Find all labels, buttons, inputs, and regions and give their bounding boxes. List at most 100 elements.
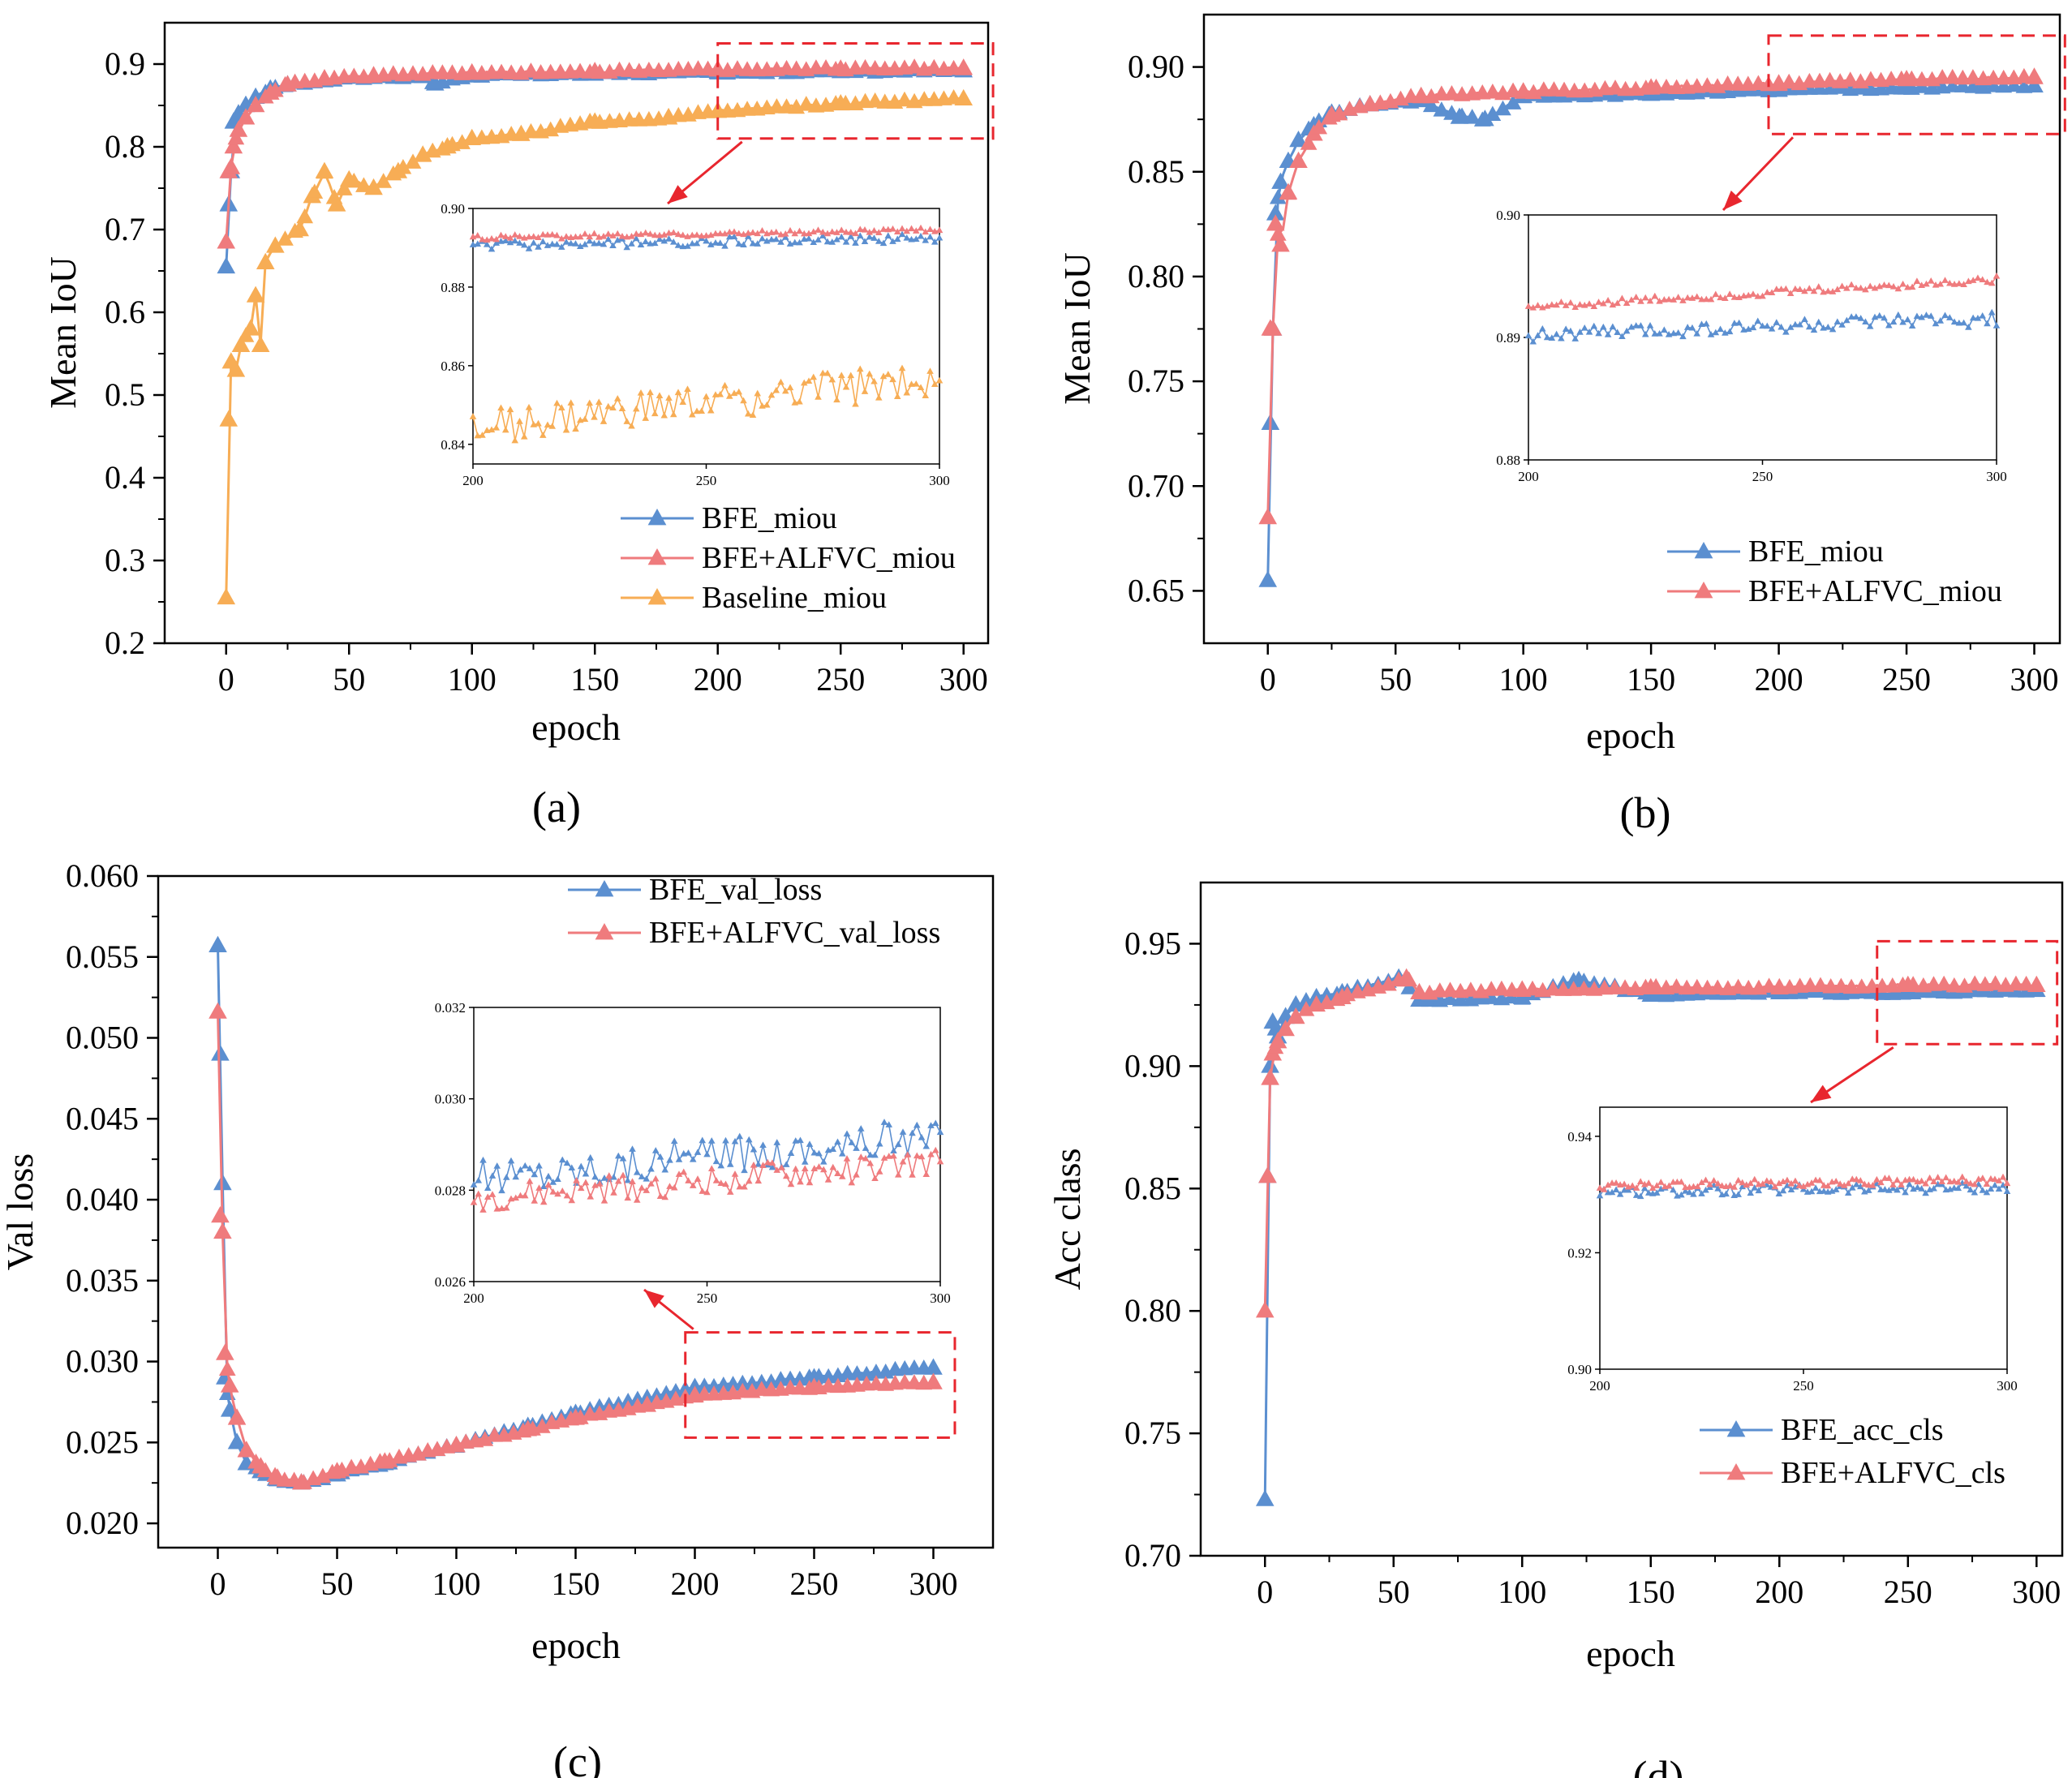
inset-data-marker	[699, 1136, 707, 1144]
inset-data-marker	[1666, 1182, 1673, 1189]
data-point-marker	[211, 1205, 230, 1223]
inset-data-marker	[861, 388, 869, 394]
inset-data-marker	[842, 383, 850, 390]
inset-data-marker	[1612, 1186, 1620, 1193]
inset-data-marker	[866, 228, 874, 235]
data-point-marker	[316, 69, 333, 84]
data-point-marker	[227, 361, 245, 376]
inset-data-marker	[768, 1163, 776, 1170]
inset-data-marker	[1833, 286, 1842, 293]
inset-data-marker	[567, 234, 575, 240]
inset-data-marker	[875, 229, 883, 235]
inset-data-marker	[1954, 1184, 1962, 1192]
inset-data-marker	[638, 1184, 646, 1191]
inset-data-marker	[712, 1177, 720, 1183]
inset-data-marker	[1604, 296, 1612, 303]
inset-data-marker	[1999, 1173, 2007, 1180]
data-point-marker	[1933, 69, 1951, 84]
zoom-region-box	[716, 42, 995, 140]
legend-marker	[647, 548, 667, 565]
inset-data-marker	[1678, 1178, 1685, 1185]
inset-data-marker	[628, 232, 635, 239]
inset-series-bfe-alfvc-miou	[469, 224, 944, 243]
inset-data-marker	[847, 371, 855, 379]
zoom-arrow-head	[1723, 190, 1743, 210]
inset-series-bfe-alfvc-cls	[1596, 1173, 2011, 1192]
inset-data-marker	[1749, 324, 1757, 331]
inset-data-marker	[1730, 294, 1739, 300]
inset-data-marker	[493, 1205, 501, 1212]
inset-data-marker	[1718, 1182, 1726, 1189]
inset-data-marker	[824, 1176, 832, 1183]
inset-data-marker	[674, 230, 682, 238]
inset-data-marker	[703, 232, 710, 238]
inset-data-marker	[1805, 285, 1813, 291]
inset-data-marker	[922, 1142, 931, 1149]
inset-data-marker	[479, 1156, 487, 1163]
inset-data-marker	[787, 1180, 795, 1187]
x-tick-label: 50	[1378, 1574, 1410, 1610]
inset-data-marker	[931, 1119, 939, 1127]
inset-data-marker	[885, 1153, 893, 1159]
inset-data-marker	[694, 1149, 702, 1155]
inset-data-marker	[1881, 281, 1888, 288]
inset-data-marker	[1960, 319, 1967, 326]
inset-data-marker	[544, 1181, 552, 1188]
y-tick-label: 0.2	[105, 625, 145, 661]
data-point-marker	[1657, 78, 1675, 94]
data-point-marker	[286, 222, 303, 238]
inset-y-tick-label: 0.88	[441, 280, 465, 295]
inset-data-marker	[894, 1140, 902, 1148]
inset-data-marker	[1988, 308, 1996, 316]
inset-data-marker	[1787, 1179, 1795, 1187]
inset-x-tick-label: 300	[1986, 469, 2007, 484]
inset-data-marker	[1799, 1183, 1808, 1189]
data-point-marker	[1842, 71, 1859, 87]
inset-data-marker	[1768, 289, 1776, 296]
data-point-marker	[1729, 75, 1747, 91]
inset-data-marker	[843, 1130, 851, 1137]
inset-data-marker	[1641, 294, 1649, 301]
inset-data-marker	[1857, 315, 1864, 321]
inset-data-marker	[1898, 1181, 1905, 1187]
inset-data-marker	[1690, 1190, 1697, 1197]
inset-data-marker	[1930, 1178, 1937, 1184]
inset-data-marker	[1707, 295, 1715, 303]
x-tick-label: 250	[790, 1565, 839, 1602]
inset-data-marker	[660, 411, 668, 419]
inset-data-marker	[674, 389, 682, 396]
inset-data-marker	[879, 225, 888, 232]
y-tick-label: 0.8	[105, 128, 145, 165]
inset-data-marker	[1962, 1178, 1971, 1184]
inset-data-marker	[633, 1196, 641, 1203]
inset-data-marker	[557, 234, 565, 242]
panel-label: (c)	[553, 1737, 602, 1778]
data-point-marker	[1617, 80, 1634, 97]
x-tick-label: 100	[1499, 661, 1548, 698]
legend-entry: BFE_miou	[1667, 535, 1884, 569]
inset-data-marker	[557, 404, 565, 410]
inset-data-marker	[600, 1175, 608, 1181]
inset-data-marker	[759, 234, 766, 242]
inset-data-marker	[1670, 296, 1678, 303]
inset-data-marker	[530, 238, 538, 246]
inset-data-marker	[517, 1166, 524, 1173]
inset-data-marker	[637, 241, 645, 248]
inset-data-marker	[731, 1137, 739, 1145]
inset-data-marker	[1815, 318, 1823, 325]
inset-data-marker	[1848, 1183, 1856, 1191]
inset-data-marker	[1768, 324, 1776, 332]
data-point-marker	[1904, 976, 1922, 991]
data-point-marker	[1616, 979, 1634, 994]
y-tick-label: 0.70	[1124, 1537, 1181, 1574]
inset-data-marker	[862, 1154, 870, 1162]
inset-data-marker	[1974, 274, 1982, 281]
inset-data-marker	[871, 1151, 879, 1158]
data-point-marker	[1719, 75, 1736, 91]
inset-data-marker	[512, 1194, 520, 1201]
inset-data-marker	[1735, 1191, 1742, 1197]
inset-data-marker	[1937, 280, 1945, 287]
inset-data-marker	[563, 1192, 571, 1199]
inset-data-marker	[1661, 326, 1668, 333]
data-point-marker	[1482, 981, 1500, 996]
